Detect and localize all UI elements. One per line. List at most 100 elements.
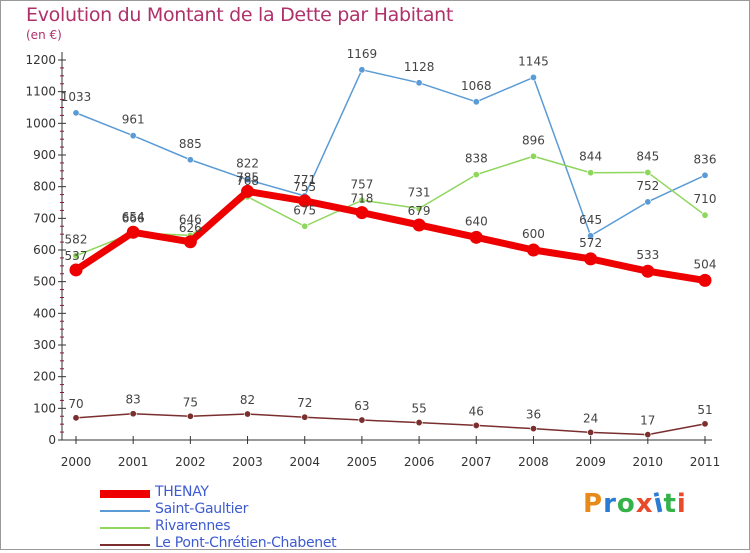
data-label: 785 <box>236 170 259 184</box>
x-tick-label: 2003 <box>232 455 263 469</box>
data-label: 666 <box>122 211 145 225</box>
data-point <box>244 176 252 184</box>
data-label: 675 <box>293 203 316 217</box>
data-label: 36 <box>526 408 541 422</box>
data-point <box>698 273 712 287</box>
data-point <box>472 171 480 179</box>
data-label: 718 <box>350 192 373 206</box>
y-tick-label: 200 <box>33 370 56 384</box>
data-point <box>412 218 426 232</box>
x-tick-label: 2007 <box>461 455 492 469</box>
legend-swatch <box>100 527 150 529</box>
legend-label: Le Pont-Chrétien-Chabenet <box>155 535 337 551</box>
data-point <box>644 431 652 439</box>
legend-swatch <box>100 510 150 512</box>
y-tick-label: 800 <box>33 180 56 194</box>
data-label: 768 <box>236 174 259 188</box>
data-point <box>72 109 80 117</box>
data-point <box>244 410 252 418</box>
data-point <box>69 263 83 277</box>
x-tick-label: 2005 <box>347 455 378 469</box>
legend-label: Rivarennes <box>155 518 231 534</box>
data-label: 46 <box>469 404 484 418</box>
data-label: 757 <box>350 177 373 191</box>
data-point <box>529 425 537 433</box>
data-label: 1068 <box>461 79 492 93</box>
legend-label: Saint-Gaultier <box>155 501 249 517</box>
data-point <box>126 225 140 239</box>
data-point <box>644 168 652 176</box>
series-line-le-pont-chr-tien-chabenet <box>75 412 706 436</box>
data-point <box>186 156 194 164</box>
data-point <box>701 171 709 179</box>
data-point <box>355 206 369 220</box>
y-tick-label: 300 <box>33 338 56 352</box>
data-point <box>701 211 709 219</box>
data-point <box>183 235 197 249</box>
y-tick-label: 1000 <box>25 116 56 130</box>
data-point <box>415 419 423 427</box>
x-tick-label: 2009 <box>575 455 606 469</box>
data-point <box>415 205 423 213</box>
data-label: 710 <box>694 192 717 206</box>
x-tick-label: 2006 <box>404 455 435 469</box>
data-label: 646 <box>179 212 202 226</box>
data-label: 537 <box>65 249 88 263</box>
x-tick-label: 2001 <box>118 455 149 469</box>
legend-item: Rivarennes <box>100 518 400 536</box>
x-tick-label: 2002 <box>175 455 206 469</box>
data-label: 70 <box>68 397 83 411</box>
data-label: 533 <box>636 248 659 262</box>
data-point <box>298 194 312 208</box>
data-label: 961 <box>122 113 145 127</box>
data-label: 645 <box>579 213 602 227</box>
data-point <box>587 232 595 240</box>
data-label: 752 <box>636 179 659 193</box>
data-point <box>529 73 537 81</box>
data-label: 72 <box>297 396 312 410</box>
data-point <box>472 98 480 106</box>
x-tick-label: 2000 <box>61 455 92 469</box>
data-point <box>584 252 598 266</box>
data-label: 55 <box>411 402 426 416</box>
series-line-saint-gaultier <box>75 69 706 237</box>
legend-swatch <box>100 544 150 546</box>
data-label: 17 <box>640 414 655 428</box>
data-point <box>587 169 595 177</box>
data-label: 51 <box>697 403 712 417</box>
data-label: 731 <box>408 186 431 200</box>
data-point <box>301 222 309 230</box>
y-tick-label: 1100 <box>25 85 56 99</box>
y-tick-label: 0 <box>48 433 56 447</box>
data-label: 822 <box>236 157 259 171</box>
data-label: 83 <box>126 393 141 407</box>
y-tick-label: 900 <box>33 148 56 162</box>
data-label: 836 <box>694 152 717 166</box>
data-point <box>641 264 655 278</box>
data-point <box>469 230 483 244</box>
data-label: 838 <box>465 152 488 166</box>
x-tick-label: 2004 <box>289 455 320 469</box>
y-tick-label: 600 <box>33 243 56 257</box>
chart-subtitle: (en €) <box>26 28 62 42</box>
data-label: 896 <box>522 133 545 147</box>
y-tick-label: 100 <box>33 401 56 415</box>
data-point <box>358 66 366 74</box>
series-line-thenay <box>72 187 709 284</box>
data-point <box>587 428 595 436</box>
data-label: 572 <box>579 236 602 250</box>
series-line-rivarennes <box>75 155 706 257</box>
data-label: 679 <box>408 204 431 218</box>
data-point <box>301 413 309 421</box>
data-label: 600 <box>522 227 545 241</box>
data-point <box>72 252 80 260</box>
data-point <box>72 414 80 422</box>
data-label: 75 <box>183 395 198 409</box>
data-point <box>241 184 255 198</box>
data-label: 1033 <box>61 90 92 104</box>
data-label: 1145 <box>518 54 549 68</box>
data-point <box>701 420 709 428</box>
data-label: 845 <box>636 149 659 163</box>
